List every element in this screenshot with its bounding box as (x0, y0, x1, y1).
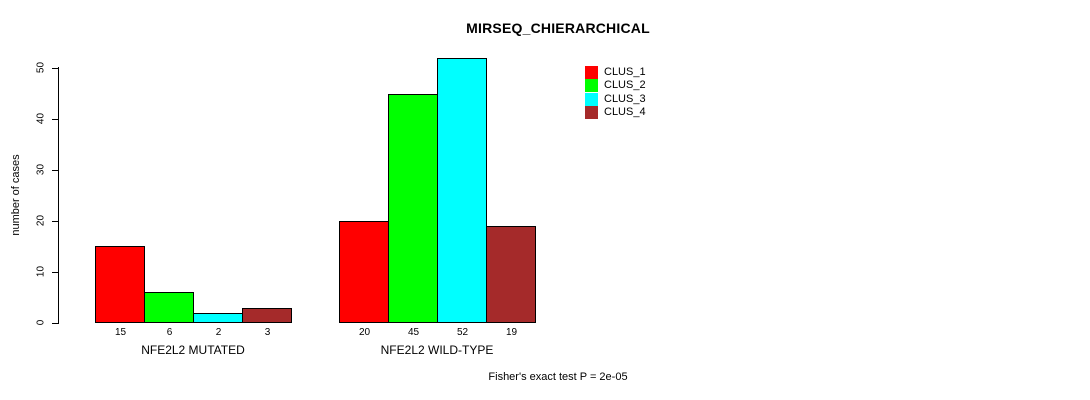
group-label: NFE2L2 MUTATED (141, 343, 245, 357)
y-axis-tick-label: 20 (35, 214, 47, 226)
bar-value-label: 45 (407, 327, 420, 338)
bar-value-label: 19 (505, 327, 518, 338)
legend-label: CLUS_3 (604, 92, 646, 105)
y-axis-tick (52, 220, 59, 222)
y-axis-tick-label: 50 (35, 61, 47, 73)
legend: CLUS_1 CLUS_2 CLUS_3 CLUS_4 (585, 66, 646, 120)
y-axis-label: number of cases (10, 154, 22, 236)
legend-label: CLUS_1 (604, 66, 646, 78)
bar-clus_1-group2 (339, 221, 389, 323)
legend-swatch-clus_3 (585, 92, 598, 106)
bar-clus_1-group1 (95, 246, 145, 323)
fisher-test-annotation: Fisher's exact test P = 2e-05 (488, 371, 628, 383)
y-axis-tick-label: 40 (35, 112, 47, 124)
legend-swatch-clus_4 (585, 106, 598, 120)
legend-label: CLUS_4 (604, 106, 646, 119)
bar-value-label: 6 (166, 327, 173, 338)
chart-title: MIRSEQ_CHIERARCHICAL (466, 20, 650, 36)
bar-value-label: 3 (264, 327, 271, 338)
y-axis-tick-label: 0 (35, 319, 47, 325)
y-axis-tick (52, 169, 59, 171)
legend-item: CLUS_2 (585, 79, 646, 93)
legend-swatch-clus_1 (585, 66, 598, 79)
bar-value-label: 52 (456, 327, 469, 338)
bar-clus_3-group2 (437, 58, 487, 323)
bar-value-label: 2 (215, 327, 222, 338)
y-axis-tick-label: 30 (35, 163, 47, 175)
y-axis-tick (52, 271, 59, 273)
legend-label: CLUS_2 (604, 79, 646, 92)
legend-item: CLUS_4 (585, 106, 646, 120)
legend-item: CLUS_3 (585, 92, 646, 106)
bar-clus_4-group2 (486, 226, 536, 323)
bar-clus_3-group1 (193, 313, 243, 323)
group-label: NFE2L2 WILD-TYPE (380, 343, 494, 357)
bar-clus_2-group2 (388, 94, 438, 323)
legend-swatch-clus_2 (585, 79, 598, 93)
bar-clus_4-group1 (242, 308, 292, 323)
y-axis-line (58, 67, 59, 323)
y-axis-tick (52, 67, 59, 69)
legend-item: CLUS_1 (585, 66, 646, 79)
y-axis-tick (52, 118, 59, 120)
bar-clus_2-group1 (144, 292, 194, 323)
bar-value-label: 20 (358, 327, 371, 338)
y-axis-tick (52, 322, 59, 324)
bar-value-label: 15 (114, 327, 127, 338)
y-axis-tick-label: 10 (35, 265, 47, 277)
